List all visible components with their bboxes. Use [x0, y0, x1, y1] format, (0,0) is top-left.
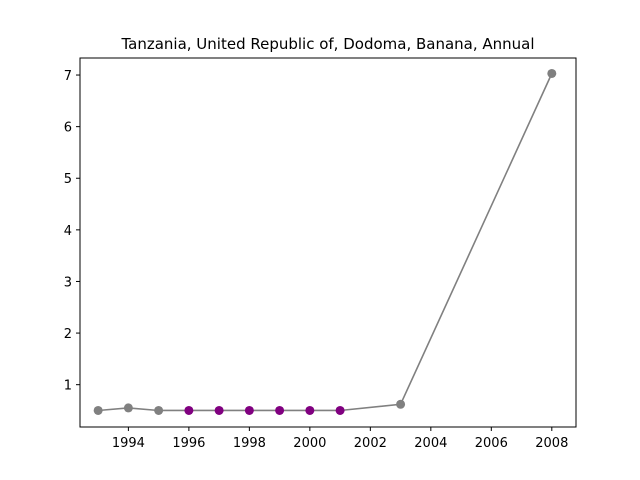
x-tick-label: 2008	[535, 436, 568, 451]
data-point	[275, 405, 285, 415]
data-point	[305, 405, 315, 415]
y-tick-label: 6	[64, 121, 72, 136]
data-point	[154, 405, 164, 415]
data-point	[396, 399, 406, 409]
data-point	[214, 405, 224, 415]
x-tick-label: 1996	[172, 436, 205, 451]
x-tick-label: 1998	[233, 436, 266, 451]
x-tick-label: 2004	[414, 436, 447, 451]
y-tick-label: 5	[64, 172, 72, 187]
y-tick-label: 7	[64, 69, 72, 84]
x-tick-label: 2006	[475, 436, 508, 451]
y-tick-label: 4	[64, 224, 72, 239]
x-axis: 1994 1996 1998 2000 2002 2004 2006 2008	[112, 427, 568, 451]
series-layer	[93, 68, 557, 415]
chart-title: Tanzania, United Republic of, Dodoma, Ba…	[120, 35, 534, 53]
x-tick-label: 2002	[354, 436, 387, 451]
data-point	[547, 68, 557, 78]
data-point	[184, 405, 194, 415]
y-axis: 1 2 3 4 5 6 7	[64, 69, 80, 394]
data-point	[123, 403, 133, 413]
y-tick-label: 2	[64, 327, 72, 342]
data-point	[93, 405, 103, 415]
data-point	[244, 405, 254, 415]
series-line	[98, 73, 553, 412]
data-point	[335, 405, 345, 415]
y-tick-label: 1	[64, 379, 72, 394]
x-tick-label: 1994	[112, 436, 145, 451]
x-tick-label: 2000	[293, 436, 326, 451]
plot-frame	[79, 57, 577, 428]
y-tick-label: 3	[64, 275, 72, 290]
